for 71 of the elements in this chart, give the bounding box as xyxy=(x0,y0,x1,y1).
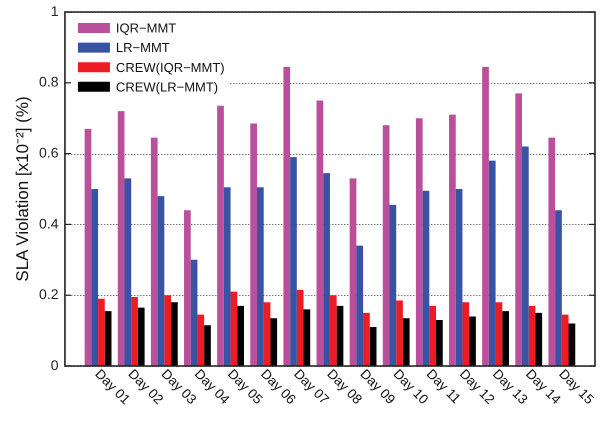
legend-label: CREW(LR−MMT) xyxy=(116,79,218,94)
bar xyxy=(382,125,390,366)
bar xyxy=(502,311,509,366)
bar xyxy=(98,298,105,366)
bar xyxy=(237,306,244,366)
bar xyxy=(389,204,396,366)
bar xyxy=(164,295,172,366)
bar xyxy=(562,314,569,366)
bar xyxy=(336,306,344,366)
bar xyxy=(224,187,231,366)
bar xyxy=(528,306,536,366)
bar xyxy=(356,246,364,366)
bar xyxy=(138,308,145,366)
y-tick-label: 0.8 xyxy=(39,74,59,90)
legend-label: IQR−MMT xyxy=(116,20,176,36)
bar xyxy=(429,306,436,366)
bar xyxy=(535,312,542,366)
bar xyxy=(482,66,489,366)
bar xyxy=(197,314,204,366)
bar xyxy=(449,114,456,366)
bar xyxy=(158,196,164,366)
y-tick-label: 0.4 xyxy=(39,215,59,232)
bar xyxy=(91,189,98,366)
bar xyxy=(296,290,304,366)
bar xyxy=(230,292,238,366)
bar xyxy=(171,302,178,366)
bar xyxy=(84,128,92,366)
y-tick-label: 0.6 xyxy=(39,144,59,160)
bar xyxy=(204,325,211,366)
y-tick-label: 1 xyxy=(50,2,59,19)
bar xyxy=(568,324,576,366)
bar xyxy=(256,187,264,366)
legend-label: LR−MMT xyxy=(116,40,170,56)
bar xyxy=(323,173,330,366)
bar xyxy=(290,157,297,366)
bar xyxy=(150,138,158,366)
bar xyxy=(416,118,423,366)
bar xyxy=(496,302,502,366)
bar xyxy=(350,178,356,366)
bar xyxy=(370,327,376,366)
bar xyxy=(436,320,443,366)
bar xyxy=(316,100,324,366)
bar xyxy=(283,66,290,366)
bar xyxy=(469,316,476,366)
legend-label: CREW(IQR−MMT) xyxy=(116,60,225,75)
bar xyxy=(104,311,112,366)
bar xyxy=(402,318,410,366)
y-tick-label: 0.2 xyxy=(39,286,59,302)
bar xyxy=(515,93,522,366)
bar xyxy=(217,106,224,366)
bar xyxy=(118,111,124,366)
bar xyxy=(330,295,337,366)
bar xyxy=(184,210,191,366)
bar xyxy=(522,146,529,366)
bar xyxy=(270,318,278,366)
bar xyxy=(264,302,270,366)
bar xyxy=(363,312,370,366)
bar xyxy=(124,178,132,366)
bar xyxy=(488,160,496,366)
y-tick-label: 0 xyxy=(50,356,59,373)
bar xyxy=(555,210,562,366)
bar xyxy=(131,296,138,366)
bar xyxy=(462,302,470,366)
bar xyxy=(422,190,430,366)
bar xyxy=(250,124,257,366)
bar xyxy=(456,189,462,366)
bar xyxy=(396,300,403,366)
bar xyxy=(190,260,198,366)
bar xyxy=(548,138,556,366)
bar xyxy=(304,309,310,366)
y-axis-title: SLA Violation [x10⁻²] (%) xyxy=(12,96,32,282)
